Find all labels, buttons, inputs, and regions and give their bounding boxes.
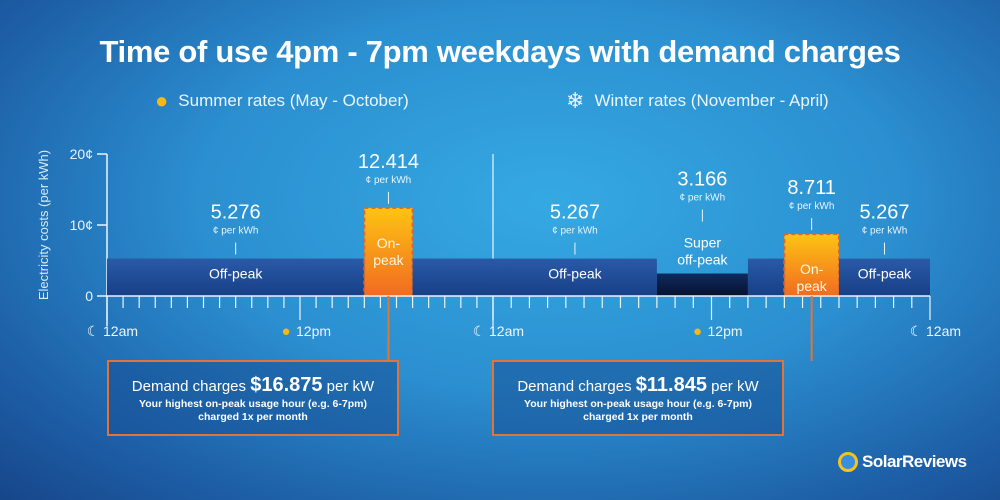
snowflake-icon: ❄	[566, 88, 585, 113]
data-label: 5.276	[211, 202, 261, 224]
moon-icon: ☾	[473, 323, 486, 339]
bar-label: Super	[684, 235, 722, 251]
data-label: 5.267	[859, 202, 909, 224]
demand-note-2: charged 1x per month	[198, 411, 308, 423]
bar-label: peak	[373, 252, 404, 268]
data-label: 3.166	[677, 169, 727, 191]
y-tick-label: 0	[85, 288, 93, 304]
rate-bar-off	[838, 258, 930, 296]
rate-bar-off	[493, 258, 657, 296]
page-title: Time of use 4pm - 7pm weekdays with dema…	[99, 34, 901, 69]
x-tick-label: 12am	[926, 323, 961, 339]
y-axis-label: Electricity costs (per kWh)	[36, 150, 51, 300]
bar-label: On-	[800, 261, 824, 277]
rate-bar-off	[412, 258, 493, 296]
data-unit-label: ¢ per kWh	[789, 201, 835, 212]
y-tick-label: 10¢	[70, 217, 93, 233]
bar-label: peak	[796, 278, 827, 294]
bar-label: Off-peak	[548, 266, 602, 282]
rate-bar-off	[107, 258, 365, 296]
demand-amount: $16.875	[250, 374, 323, 396]
logo-sun-icon	[838, 452, 858, 472]
legend-winter: ❄ Winter rates (November - April)	[566, 90, 829, 112]
demand-prefix: Demand charges	[131, 378, 247, 395]
bar-label: On-	[377, 235, 401, 251]
moon-icon: ☾	[87, 323, 100, 339]
legend-summer-label: Summer rates (May - October)	[178, 91, 409, 110]
rate-bar-on	[363, 206, 414, 297]
rate-bar-off	[747, 258, 785, 296]
demand-charge-winter: Demand charges $11.845 per kW Your highe…	[492, 360, 784, 436]
bar-label: Off-peak	[209, 266, 263, 282]
data-unit-label: ¢ per kWh	[552, 226, 598, 237]
data-label: 12.414	[358, 151, 419, 173]
demand-suffix: per kW	[711, 378, 759, 395]
data-label: 8.711	[787, 177, 836, 199]
demand-note: Your highest on-peak usage hour (e.g. 6-…	[524, 398, 752, 410]
bar-label: off-peak	[677, 252, 728, 268]
demand-prefix: Demand charges	[517, 378, 632, 395]
demand-suffix: per kW	[326, 378, 375, 395]
demand-charge-summer: Demand charges $16.875 per kW Your highe…	[107, 360, 399, 436]
data-unit-label: ¢ per kWh	[213, 226, 259, 237]
x-tick-label: 12pm	[296, 323, 331, 339]
x-tick-label: 12am	[103, 323, 138, 339]
data-unit-label: ¢ per kWh	[366, 175, 412, 186]
data-label: 5.267	[550, 202, 600, 224]
demand-amount: $11.845	[635, 374, 707, 396]
y-tick-label: 20¢	[70, 146, 93, 162]
data-unit-label: ¢ per kWh	[862, 226, 908, 237]
sun-icon: ●	[155, 88, 169, 113]
sun-icon: ●	[281, 323, 290, 340]
x-tick-label: 12pm	[708, 323, 743, 339]
brand-name: SolarReviews	[862, 452, 967, 471]
sun-icon: ●	[693, 323, 702, 340]
solarreviews-logo: SolarReviews	[838, 452, 967, 472]
legend-summer: ● Summer rates (May - October)	[155, 90, 409, 112]
demand-note: Your highest on-peak usage hour (e.g. 6-…	[139, 398, 367, 410]
legend-winter-label: Winter rates (November - April)	[594, 91, 829, 110]
bar-label: Off-peak	[858, 266, 912, 282]
data-unit-label: ¢ per kWh	[680, 193, 726, 204]
x-tick-label: 12am	[489, 323, 524, 339]
demand-note-2: charged 1x per month	[583, 411, 693, 423]
moon-icon: ☾	[910, 323, 923, 339]
rate-bar-super	[656, 273, 748, 296]
